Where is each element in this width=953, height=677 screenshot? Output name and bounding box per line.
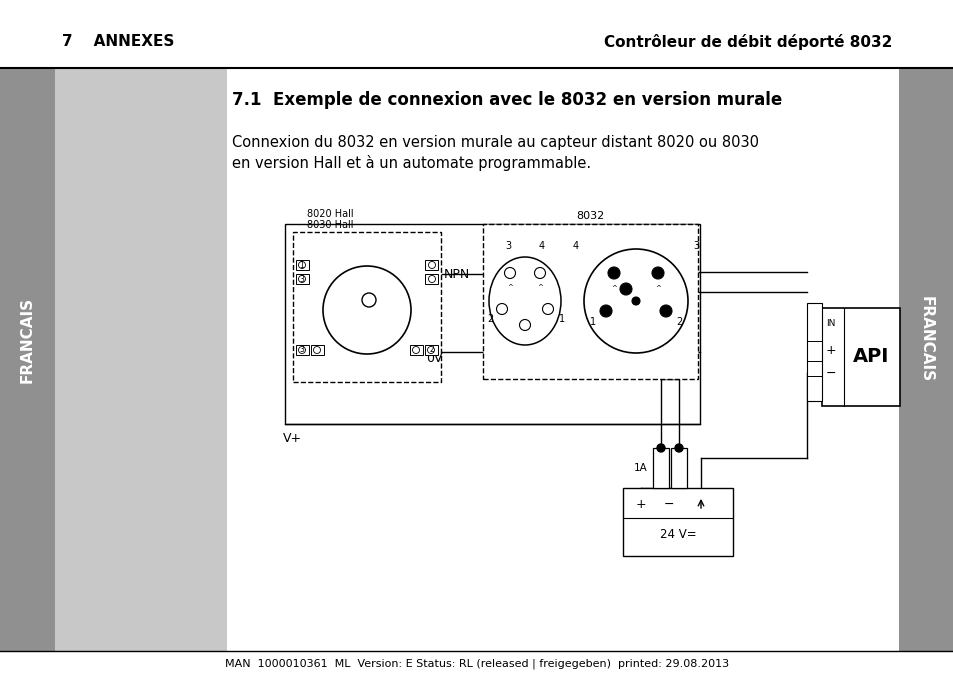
Circle shape — [428, 276, 435, 282]
Bar — [622, 488, 732, 556]
Circle shape — [599, 305, 612, 317]
Bar — [285, 224, 700, 424]
Bar — [295, 274, 309, 284]
Text: 0V: 0V — [426, 351, 442, 364]
Bar — [0, 68, 55, 651]
Circle shape — [314, 347, 320, 353]
Text: FRANCAIS: FRANCAIS — [918, 297, 933, 383]
Circle shape — [631, 297, 639, 305]
Circle shape — [583, 249, 687, 353]
Text: V+: V+ — [283, 433, 302, 445]
Bar — [424, 260, 437, 270]
Text: 1A: 1A — [634, 463, 647, 473]
Circle shape — [534, 267, 545, 278]
Text: +: + — [825, 345, 836, 357]
Text: FRANCAIS: FRANCAIS — [20, 297, 35, 383]
Text: 7    ANNEXES: 7 ANNEXES — [62, 35, 174, 49]
Text: 8030 Hall: 8030 Hall — [307, 220, 354, 230]
Text: 3: 3 — [299, 274, 304, 284]
Text: 3: 3 — [299, 345, 304, 355]
Bar — [670, 448, 686, 488]
Bar — [652, 448, 668, 488]
Circle shape — [496, 303, 507, 315]
Bar — [482, 224, 698, 379]
Text: API: API — [852, 347, 888, 366]
Circle shape — [427, 347, 434, 353]
Text: en version Hall et à un automate programmable.: en version Hall et à un automate program… — [232, 155, 591, 171]
Text: 3: 3 — [504, 241, 511, 251]
Text: 8032: 8032 — [576, 211, 603, 221]
Text: +: + — [635, 498, 645, 510]
Text: 1: 1 — [299, 261, 304, 269]
Circle shape — [651, 267, 663, 279]
Bar — [293, 232, 440, 382]
Text: MAN  1000010361  ML  Version: E Status: RL (released | freigegeben)  printed: 29: MAN 1000010361 ML Version: E Status: RL … — [225, 659, 728, 670]
Circle shape — [519, 320, 530, 330]
Text: 2: 2 — [486, 314, 493, 324]
Text: ^: ^ — [537, 284, 542, 290]
Text: 4: 4 — [538, 241, 544, 251]
Text: ^: ^ — [611, 285, 617, 291]
Bar — [424, 274, 437, 284]
Circle shape — [504, 267, 515, 278]
Text: ^: ^ — [655, 285, 660, 291]
Text: 7.1  Exemple de connexion avec le 8032 en version murale: 7.1 Exemple de connexion avec le 8032 en… — [232, 91, 781, 109]
Text: Connexion du 8032 en version murale au capteur distant 8020 ou 8030: Connexion du 8032 en version murale au c… — [232, 135, 759, 150]
Circle shape — [298, 347, 305, 353]
Circle shape — [298, 261, 305, 269]
Text: Contrôleur de débit déporté 8032: Contrôleur de débit déporté 8032 — [603, 34, 891, 50]
Text: −: − — [825, 366, 836, 380]
Text: 1: 1 — [589, 317, 596, 327]
Bar — [295, 345, 309, 355]
Text: 24 V=: 24 V= — [659, 527, 696, 540]
Text: 3: 3 — [692, 241, 699, 251]
Circle shape — [607, 267, 619, 279]
Bar — [898, 68, 953, 651]
Bar — [424, 345, 437, 355]
Bar — [806, 303, 821, 401]
Circle shape — [675, 444, 682, 452]
Text: ^: ^ — [507, 284, 513, 290]
Circle shape — [298, 276, 305, 282]
Circle shape — [361, 293, 375, 307]
Ellipse shape — [489, 257, 560, 345]
Circle shape — [412, 347, 419, 353]
Bar — [55, 68, 227, 651]
Circle shape — [659, 305, 671, 317]
Text: 2: 2 — [675, 317, 681, 327]
Text: 5: 5 — [631, 282, 636, 290]
Circle shape — [323, 266, 411, 354]
Text: 2: 2 — [429, 345, 434, 355]
Bar — [410, 345, 422, 355]
Bar — [821, 308, 899, 406]
Bar — [311, 345, 324, 355]
Circle shape — [428, 261, 435, 269]
Text: −: − — [663, 498, 674, 510]
Circle shape — [542, 303, 553, 315]
Text: NPN: NPN — [443, 267, 470, 280]
Text: IN: IN — [825, 318, 835, 328]
Circle shape — [657, 444, 664, 452]
Text: 1: 1 — [558, 314, 564, 324]
Circle shape — [619, 283, 631, 295]
Text: 4: 4 — [573, 241, 578, 251]
Text: 8020 Hall: 8020 Hall — [307, 209, 354, 219]
Bar — [295, 260, 309, 270]
